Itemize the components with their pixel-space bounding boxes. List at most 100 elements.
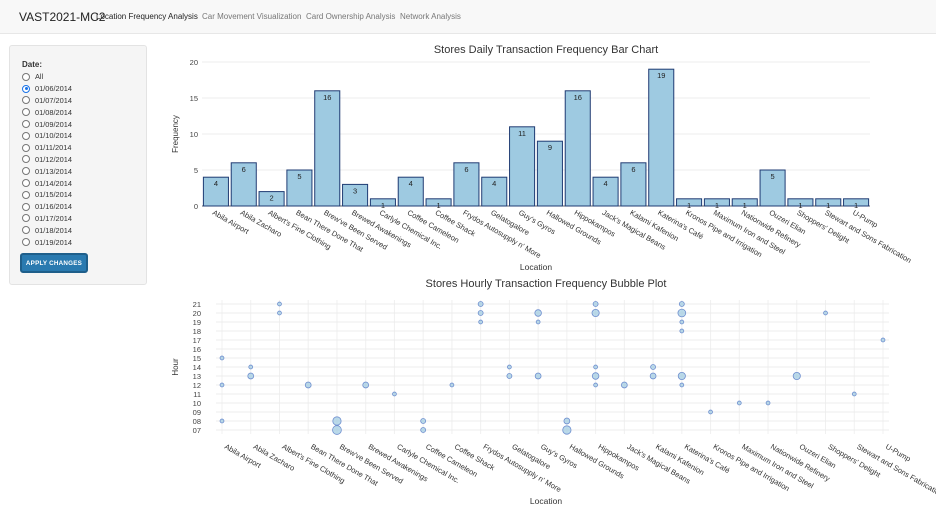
bubble-point [592,301,599,307]
bubble-point [621,381,628,389]
y-tick-label: 11 [193,390,201,399]
date-option[interactable]: 01/18/2014 [22,224,72,236]
date-option-label: 01/10/2014 [35,131,72,141]
radio-button[interactable] [22,96,30,105]
bar [369,198,396,207]
bar-value-label: 16 [574,93,582,102]
bar [230,162,257,207]
y-axis-label: Hour [171,358,180,376]
bar [676,198,703,207]
bubble-point [332,425,342,435]
bar [592,176,619,207]
date-option-label: 01/15/2014 [35,190,72,200]
y-tick-label: 09 [193,408,201,417]
date-option[interactable]: 01/16/2014 [22,201,72,213]
bubble-point [506,373,513,379]
date-option-label: 01/19/2014 [35,237,72,247]
x-axis-label: Location [530,496,562,506]
bar [509,126,536,207]
radio-button[interactable] [22,131,30,140]
date-option[interactable]: 01/14/2014 [22,177,72,189]
bar [731,198,758,207]
radio-button[interactable] [22,167,30,176]
date-option-label: 01/06/2014 [35,84,72,94]
radio-button[interactable] [22,202,30,211]
date-option[interactable]: All [22,71,72,83]
tab-network-analysis[interactable]: Network Analysis [400,12,461,21]
date-option[interactable]: 01/08/2014 [22,106,72,118]
bar-value-label: 16 [323,93,331,102]
radio-button[interactable] [22,108,30,117]
bubble-point [708,409,713,415]
bubble-point [449,382,455,388]
date-option-label: 01/11/2014 [35,143,72,153]
y-tick-label: 10 [190,130,198,139]
apply-changes-button[interactable]: APPLY CHANGES [20,253,88,273]
bar-value-label: 1 [381,201,385,210]
bubble-point [649,372,657,380]
radio-button[interactable] [22,120,30,129]
radio-button[interactable] [22,226,30,235]
date-option-label: 01/17/2014 [35,213,72,223]
date-option[interactable]: 01/10/2014 [22,130,72,142]
bar [425,198,452,207]
bar-value-label: 4 [409,179,413,188]
radio-button[interactable] [22,155,30,164]
bar-value-label: 1 [854,201,858,210]
app-brand[interactable]: VAST2021-MC2 [19,10,106,24]
bubble-point [477,310,484,316]
y-tick-label: 21 [193,300,201,309]
bar [202,176,229,207]
date-option[interactable]: 01/15/2014 [22,189,72,201]
navbar: VAST2021-MC2 Location Frequency Analysis… [0,0,936,34]
bar-value-label: 19 [657,71,665,80]
y-tick-label: 17 [193,336,201,345]
radio-button[interactable] [22,143,30,152]
radio-button[interactable] [22,238,30,247]
date-option[interactable]: 01/07/2014 [22,95,72,107]
bar-value-label: 1 [715,201,719,210]
bar [620,162,647,207]
date-option[interactable]: 01/19/2014 [22,236,72,248]
radio-button[interactable] [22,179,30,188]
bar [286,169,313,207]
bubble-point [650,364,656,370]
y-tick-label: 08 [193,417,201,426]
y-tick-label: 20 [190,58,198,67]
bubble-point [677,308,687,318]
y-tick-label: 18 [193,327,201,336]
bubble-point [562,425,572,435]
date-option-label: 01/08/2014 [35,107,72,117]
y-tick-label: 16 [193,345,201,354]
y-tick-label: 5 [194,166,198,175]
bar [258,191,285,207]
radio-button[interactable] [22,214,30,223]
date-option[interactable]: 01/13/2014 [22,165,72,177]
bubble-point [880,337,886,343]
bubble-point [392,391,397,397]
date-option[interactable]: 01/12/2014 [22,154,72,166]
date-radio-group: All 01/06/2014 01/07/2014 01/08/2014 01/09/2… [22,71,72,248]
radio-button[interactable] [22,84,30,93]
date-option-label: 01/14/2014 [35,178,72,188]
y-tick-label: 0 [194,202,198,211]
bar-value-label: 2 [269,194,273,203]
radio-button[interactable] [22,72,30,81]
date-option[interactable]: 01/06/2014 [22,83,72,95]
date-option[interactable]: 01/11/2014 [22,142,72,154]
bubble-point [593,382,598,388]
bubble-point [277,301,282,307]
tab-card-ownership-analysis[interactable]: Card Ownership Analysis [306,12,396,21]
date-option[interactable]: 01/09/2014 [22,118,72,130]
date-option[interactable]: 01/17/2014 [22,213,72,225]
bubble-point [219,382,225,388]
bubble-point [219,418,225,424]
radio-button[interactable] [22,190,30,199]
bar [314,90,341,207]
tab-location-frequency-analysis[interactable]: Location Frequency Analysis [96,12,198,21]
bubble-point [823,310,828,316]
tab-car-movement-visualization[interactable]: Car Movement Visualization [202,12,302,21]
bar-value-label: 4 [492,179,496,188]
bar [843,198,870,207]
bar-value-label: 1 [687,201,691,210]
